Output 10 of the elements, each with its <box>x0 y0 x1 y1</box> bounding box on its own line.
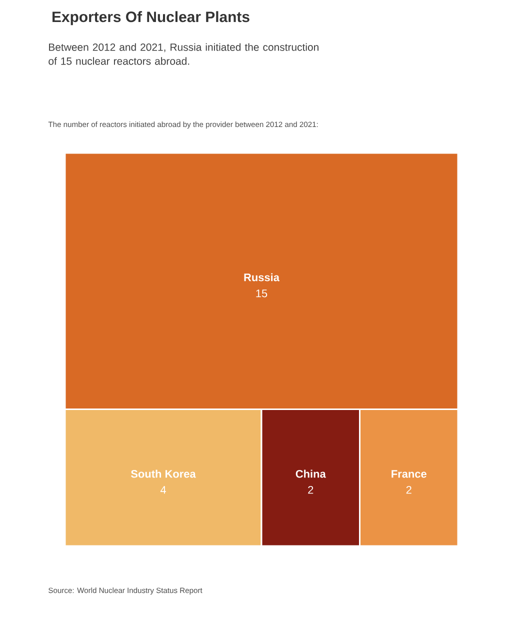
category-label: South Korea <box>130 470 196 478</box>
text: Between 2012 and 2021, Russia initiated the construction of 15 nuclear reactors abroad. <box>48 43 318 65</box>
category-label: China <box>296 470 326 478</box>
data-label: 15 <box>256 290 268 298</box>
category-label: Russia <box>244 273 280 282</box>
data-label: 2 <box>406 486 412 494</box>
data-label: 4 <box>160 486 166 494</box>
category-label: France <box>392 470 426 478</box>
text: Exporters Of Nuclear Plants <box>52 11 250 26</box>
data-label: 2 <box>308 486 314 494</box>
